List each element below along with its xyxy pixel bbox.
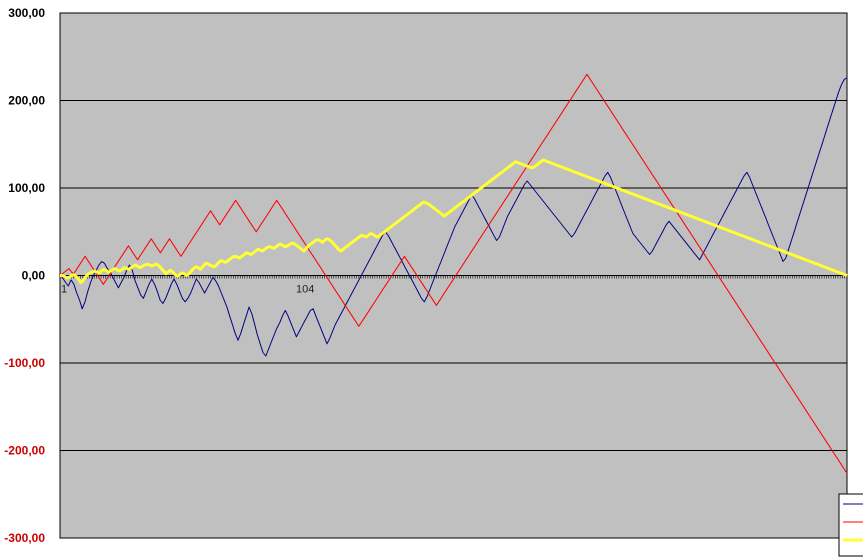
- y-tick-label: -100,00: [4, 356, 45, 370]
- series-line-2: [59, 73, 848, 474]
- series-line-3: [60, 158, 848, 284]
- y-tick-label: 200,00: [8, 94, 45, 108]
- y-tick-label: 100,00: [8, 181, 45, 195]
- y-tick-label: 300,00: [8, 6, 45, 20]
- y-tick-label: -300,00: [4, 531, 45, 545]
- x-tick-label: 1: [61, 284, 67, 296]
- legend-box: [838, 493, 863, 557]
- series-line-1: [59, 77, 848, 357]
- x-tick-label: 104: [296, 284, 314, 296]
- y-tick-label: -200,00: [4, 444, 45, 458]
- x-axis: 1 104: [59, 275, 848, 296]
- y-axis-tick-labels: 300,00 200,00 100,00 0,00 -100,00 -200,00 -300…: [4, 6, 45, 545]
- legend: [838, 493, 863, 557]
- series-lines: [59, 73, 848, 474]
- y-tick-label: 0,00: [22, 269, 46, 283]
